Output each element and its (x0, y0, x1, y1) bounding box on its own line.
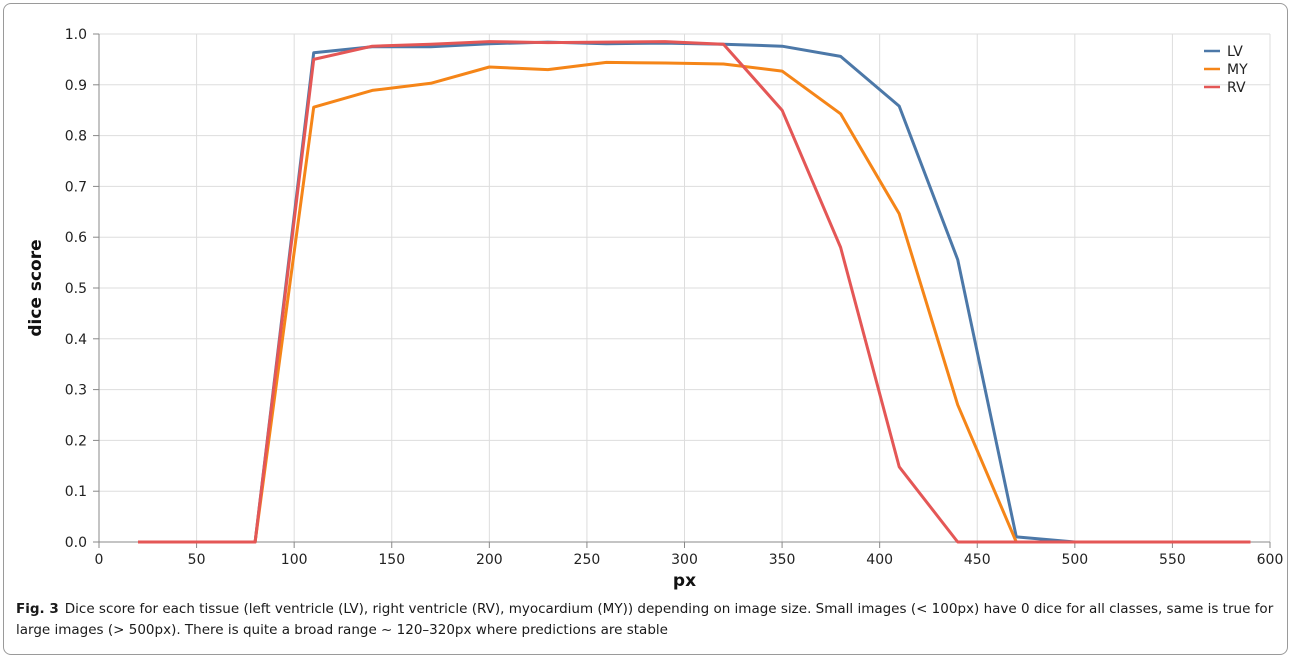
x-tick-label: 200 (476, 552, 503, 568)
x-tick-label: 550 (1159, 552, 1186, 568)
series-line-lv (138, 40, 1251, 544)
x-tick-label: 400 (866, 552, 893, 568)
y-tick-label: 0.1 (65, 484, 87, 500)
x-tick-label: 100 (281, 552, 308, 568)
x-tick-label: 500 (1061, 552, 1088, 568)
y-tick-label: 0.2 (65, 433, 87, 449)
y-tick-label: 1.0 (65, 27, 87, 43)
axes: 0 50 100 150 200 250 300 350 400 450 500 550 600 0.0 0… (65, 27, 1284, 568)
grid (98, 33, 1271, 543)
caption-label: Fig. 3 (16, 601, 59, 617)
series-line-rv (138, 40, 1251, 544)
figure-frame (3, 3, 1288, 655)
y-tick-label: 0.0 (65, 535, 87, 551)
legend: LV MY RV (1204, 44, 1248, 96)
legend-label-rv: RV (1227, 80, 1246, 96)
y-tick-label: 0.9 (65, 78, 87, 94)
x-tick-label: 450 (964, 552, 991, 568)
x-tick-label: 350 (769, 552, 796, 568)
x-tick-label: 250 (574, 552, 601, 568)
legend-label-my: MY (1227, 62, 1248, 78)
series-lines (138, 40, 1251, 544)
y-tick-label: 0.4 (65, 332, 87, 348)
x-tick-label: 300 (671, 552, 698, 568)
y-tick-label: 0.8 (65, 129, 87, 145)
x-axis-label: px (673, 571, 696, 591)
y-tick-label: 0.5 (65, 281, 87, 297)
caption-text: Dice score for each tissue (left ventric… (16, 601, 1274, 638)
x-tick-label: 600 (1257, 552, 1284, 568)
y-tick-label: 0.6 (65, 230, 87, 246)
x-tick-label: 150 (378, 552, 405, 568)
x-tick-label: 0 (95, 552, 104, 568)
line-chart: 0 50 100 150 200 250 300 350 400 450 500 550 600 0.0 0… (26, 27, 1284, 591)
legend-label-lv: LV (1227, 44, 1243, 60)
y-tick-label: 0.7 (65, 179, 87, 195)
y-tick-label: 0.3 (65, 383, 87, 399)
figure-caption: Fig. 3 Dice score for each tissue (left v… (16, 599, 1278, 641)
y-axis-label: dice score (26, 239, 46, 336)
x-tick-label: 50 (188, 552, 206, 568)
